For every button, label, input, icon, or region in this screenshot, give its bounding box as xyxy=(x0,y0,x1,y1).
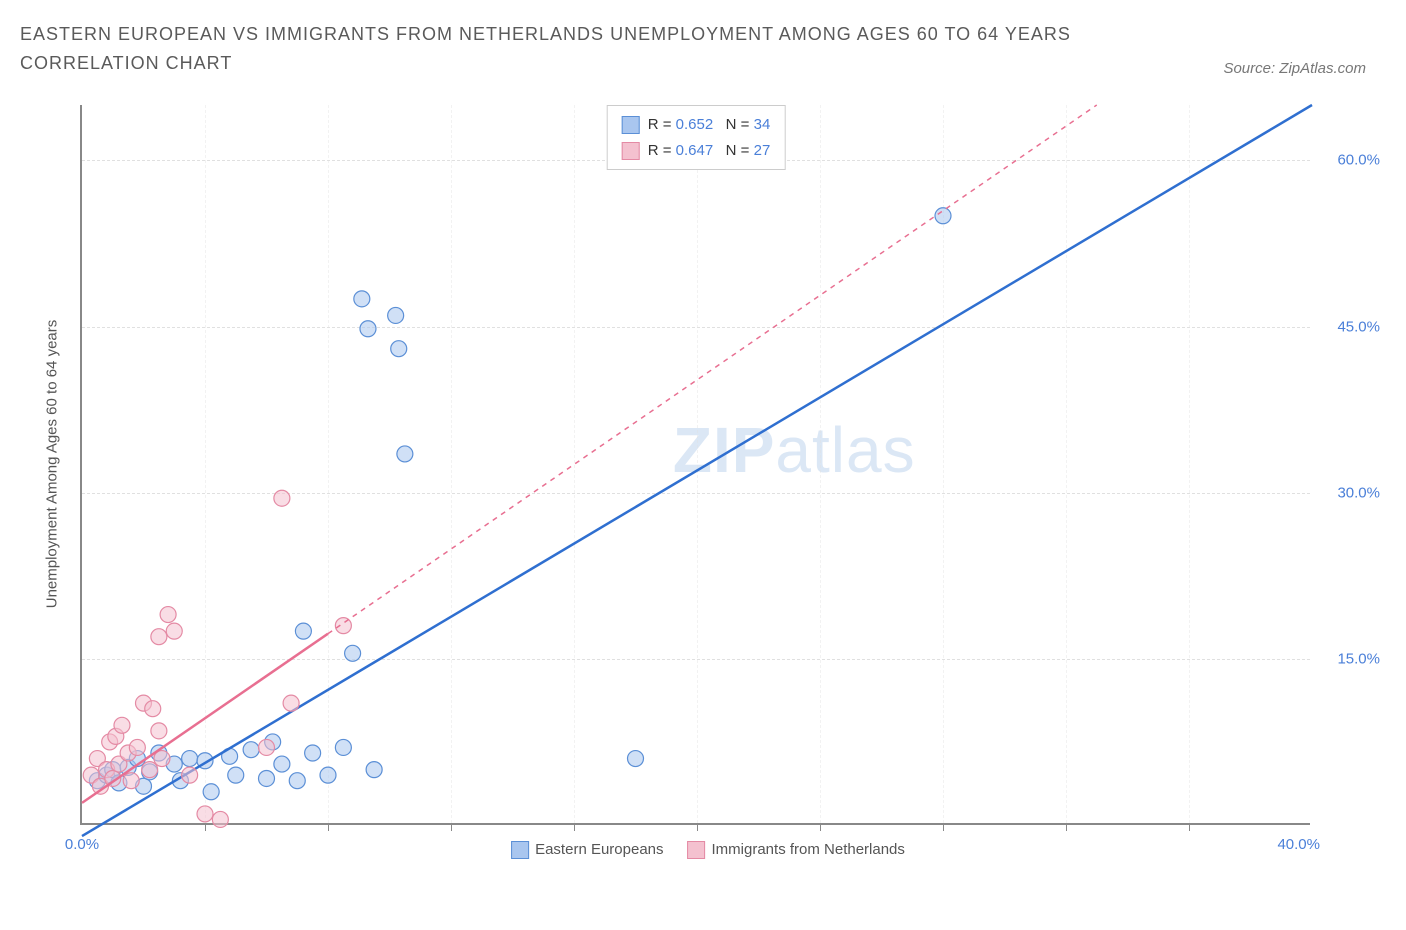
data-point xyxy=(360,321,376,337)
x-minor-tick xyxy=(451,823,452,831)
legend-swatch xyxy=(688,841,706,859)
data-point xyxy=(243,742,259,758)
stats-legend: R = 0.652 N = 34R = 0.647 N = 27 xyxy=(607,105,786,170)
data-point xyxy=(274,756,290,772)
series-legend: Eastern Europeans Immigrants from Netherl… xyxy=(487,841,905,859)
trend-line xyxy=(82,105,1312,836)
x-minor-tick xyxy=(1189,823,1190,831)
data-point xyxy=(228,767,244,783)
data-point xyxy=(114,717,130,733)
data-point xyxy=(335,618,351,634)
r-value: 0.652 xyxy=(676,116,714,133)
data-point xyxy=(145,701,161,717)
y-axis-label: Unemployment Among Ages 60 to 64 years xyxy=(44,320,61,609)
y-tick-label: 60.0% xyxy=(1337,152,1380,169)
data-point xyxy=(388,307,404,323)
data-point xyxy=(123,773,139,789)
x-minor-tick xyxy=(943,823,944,831)
data-point xyxy=(151,629,167,645)
data-point xyxy=(142,762,158,778)
data-point xyxy=(305,745,321,761)
data-point xyxy=(182,767,198,783)
legend-label: Immigrants from Netherlands xyxy=(712,841,905,858)
legend-swatch xyxy=(622,116,640,134)
data-point xyxy=(197,806,213,822)
correlation-chart: EASTERN EUROPEAN VS IMMIGRANTS FROM NETH… xyxy=(20,20,1386,910)
x-axis-end-label: 40.0% xyxy=(1277,836,1320,853)
n-label: N = xyxy=(713,142,753,159)
chart-title: EASTERN EUROPEAN VS IMMIGRANTS FROM NETH… xyxy=(20,20,1120,78)
r-label: R = xyxy=(648,116,676,133)
x-minor-tick xyxy=(820,823,821,831)
data-point xyxy=(160,607,176,623)
data-point xyxy=(212,811,228,827)
r-label: R = xyxy=(648,142,676,159)
n-label: N = xyxy=(713,116,753,133)
data-point xyxy=(259,739,275,755)
data-point xyxy=(289,773,305,789)
n-value: 27 xyxy=(754,142,771,159)
stats-legend-row: R = 0.647 N = 27 xyxy=(622,138,771,164)
data-point xyxy=(397,446,413,462)
data-point xyxy=(182,751,198,767)
n-value: 34 xyxy=(754,116,771,133)
data-point xyxy=(935,208,951,224)
y-tick-label: 15.0% xyxy=(1337,650,1380,667)
r-value: 0.647 xyxy=(676,142,714,159)
scatter-svg xyxy=(82,105,1310,823)
legend-swatch xyxy=(511,841,529,859)
data-point xyxy=(366,762,382,778)
legend-swatch xyxy=(622,142,640,160)
data-point xyxy=(203,784,219,800)
data-point xyxy=(259,770,275,786)
x-axis-origin-label: 0.0% xyxy=(65,836,99,853)
data-point xyxy=(166,623,182,639)
data-point xyxy=(320,767,336,783)
data-point xyxy=(391,341,407,357)
y-tick-label: 45.0% xyxy=(1337,318,1380,335)
data-point xyxy=(345,645,361,661)
data-point xyxy=(151,723,167,739)
legend-label: Eastern Europeans xyxy=(535,841,663,858)
y-tick-label: 30.0% xyxy=(1337,484,1380,501)
stats-legend-row: R = 0.652 N = 34 xyxy=(622,112,771,138)
x-minor-tick xyxy=(328,823,329,831)
data-point xyxy=(628,751,644,767)
trend-line-extrapolated xyxy=(328,105,1097,634)
x-minor-tick xyxy=(697,823,698,831)
chart-source: Source: ZipAtlas.com xyxy=(1223,60,1366,77)
data-point xyxy=(335,739,351,755)
x-minor-tick xyxy=(1066,823,1067,831)
x-minor-tick xyxy=(574,823,575,831)
data-point xyxy=(283,695,299,711)
x-minor-tick xyxy=(205,823,206,831)
plot-area: Unemployment Among Ages 60 to 64 years Z… xyxy=(80,105,1310,825)
data-point xyxy=(354,291,370,307)
data-point xyxy=(129,739,145,755)
data-point xyxy=(295,623,311,639)
data-point xyxy=(274,490,290,506)
